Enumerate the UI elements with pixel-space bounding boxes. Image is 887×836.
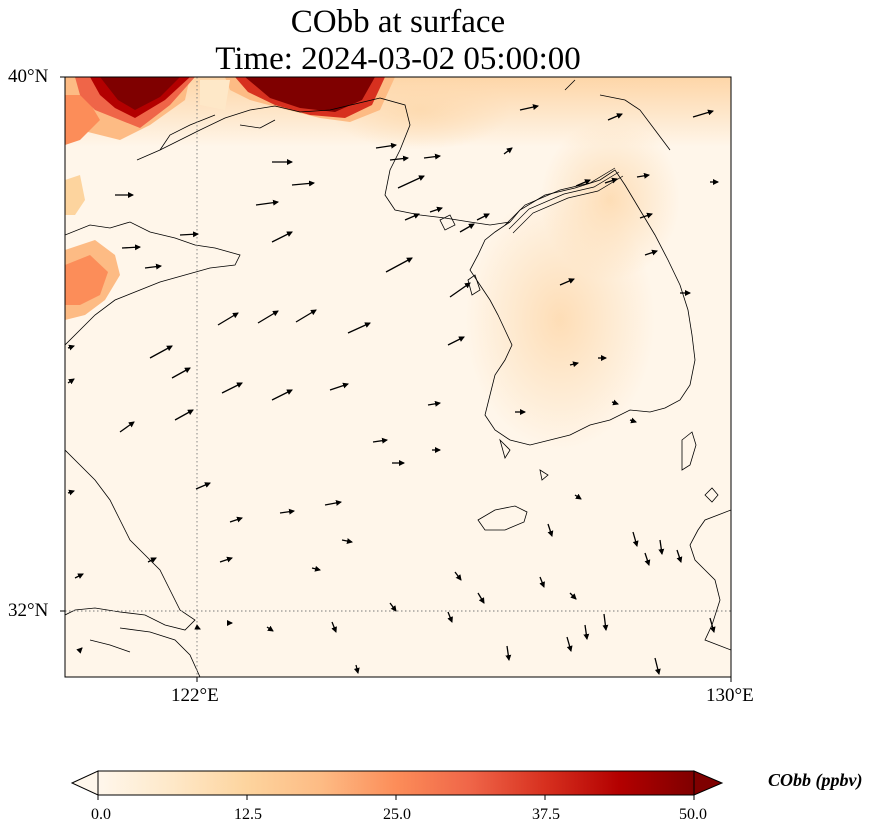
wind-vector-arrow (397, 175, 425, 189)
wind-vector-arrow (389, 155, 409, 162)
wind-vector-arrow (271, 389, 293, 401)
wind-vector-arrow (295, 309, 317, 323)
wind-vector-arrow (569, 361, 579, 368)
wind-vector-arrow (76, 647, 83, 654)
wind-vector-arrow (454, 571, 462, 581)
wind-vector-arrow (423, 153, 441, 160)
wind-vector-arrow (477, 592, 485, 604)
wind-vector-arrow (119, 421, 135, 433)
wind-vector-arrow (709, 617, 716, 633)
lat-label-40n: 40°N (8, 66, 49, 87)
gridlines (65, 77, 731, 677)
wind-vector-arrow (353, 664, 360, 674)
wind-vector-arrow (341, 538, 353, 544)
wind-vectors (67, 104, 719, 675)
wind-vector-arrow (574, 493, 582, 500)
wind-vector-arrow (221, 382, 243, 394)
wind-vector-arrow (311, 565, 321, 572)
colorbar-label: CObb (ppbv) (768, 770, 863, 790)
wind-vector-arrow (291, 180, 315, 187)
colorbar-tick-3: 37.5 (532, 806, 560, 823)
wind-vector-arrow (217, 312, 239, 326)
wind-vector-arrow (147, 557, 157, 563)
colorbar-tick-4: 50.0 (679, 806, 707, 823)
wind-vector-arrow (255, 199, 279, 206)
wind-vector-arrow (569, 592, 577, 600)
wind-vector-arrow (194, 624, 201, 630)
wind-vector-arrow (676, 549, 683, 563)
wind-vector-arrow (389, 602, 397, 612)
wind-vector-arrow (476, 213, 490, 221)
wind-vector-arrow (629, 417, 637, 424)
axis-ticks (60, 76, 732, 682)
wind-vector-arrow (329, 382, 349, 391)
colorbar-tick-0: 0.0 (91, 806, 111, 823)
wind-vector-arrow (144, 263, 162, 270)
wind-vector-arrow (266, 625, 274, 632)
wind-vector-arrow (67, 378, 75, 385)
map-subtitle-time: Time: 2024-03-02 05:00:00 (215, 41, 581, 77)
wind-vector-arrow (559, 278, 575, 286)
wind-vector-arrow (547, 523, 554, 537)
map-frame (64, 76, 732, 678)
wind-vector-arrow (67, 344, 75, 351)
coastlines (65, 79, 731, 677)
wind-vector-arrow (219, 556, 233, 563)
wind-vector-arrow (171, 367, 191, 379)
lon-label-130e: 130°E (706, 685, 754, 706)
wind-vector-arrow (566, 636, 573, 652)
wind-vector-arrow (607, 113, 623, 121)
wind-vector-arrow (692, 109, 714, 118)
wind-vector-arrow (121, 244, 141, 251)
wind-vector-arrow (575, 179, 591, 187)
wind-vector-arrow (447, 336, 465, 346)
wind-vector-arrow (503, 147, 513, 155)
wind-vector-arrow (505, 645, 512, 661)
wind-vector-arrow (639, 212, 653, 219)
wind-vector-arrow (372, 437, 388, 444)
wind-vector-arrow (375, 142, 397, 149)
wind-vector-arrow (459, 223, 475, 233)
wind-vector-arrow (195, 482, 211, 490)
wind-vector-arrow (74, 573, 84, 579)
wind-vector-arrow (427, 400, 441, 407)
wind-vector-arrow (632, 531, 639, 547)
wind-vector-arrow (257, 310, 279, 324)
colorbar-tick-1: 12.5 (234, 806, 262, 823)
map-title: CObb at surface (290, 4, 506, 40)
wind-vector-arrow (447, 611, 453, 623)
wind-vector-arrow (324, 499, 342, 506)
wind-vector-arrow (449, 282, 471, 298)
wind-vector-arrow (658, 539, 665, 555)
wind-vector-arrow (583, 624, 590, 640)
wind-vector-arrow (602, 613, 609, 631)
wind-vector-arrow (611, 399, 619, 406)
wind-vector-arrow (347, 322, 371, 334)
wind-vector-arrow (149, 345, 173, 359)
wind-vector-arrow (271, 231, 293, 243)
wind-vector-arrow (229, 516, 243, 523)
colorbar (70, 770, 724, 800)
wind-vector-arrow (654, 657, 661, 675)
wind-vector-arrow (644, 552, 651, 566)
wind-vector-arrow (429, 206, 443, 213)
wind-vector-arrow (174, 409, 194, 421)
lon-label-122e: 122°E (171, 685, 219, 706)
concentration-field (65, 77, 731, 677)
wind-vector-arrow (604, 177, 618, 184)
wind-vector-arrow (636, 172, 650, 179)
wind-vector-arrow (644, 249, 658, 256)
wind-vector-arrow (404, 213, 420, 221)
wind-vector-arrow (539, 576, 545, 588)
wind-vector-arrow (331, 621, 337, 633)
wind-vector-arrow (67, 489, 75, 496)
wind-vector-arrow (279, 508, 295, 515)
lat-label-32n: 32°N (8, 600, 49, 621)
wind-vector-arrow (385, 257, 413, 273)
wind-vector-arrow (519, 104, 539, 111)
wind-vector-arrow (179, 231, 199, 238)
colorbar-tick-2: 25.0 (383, 806, 411, 823)
